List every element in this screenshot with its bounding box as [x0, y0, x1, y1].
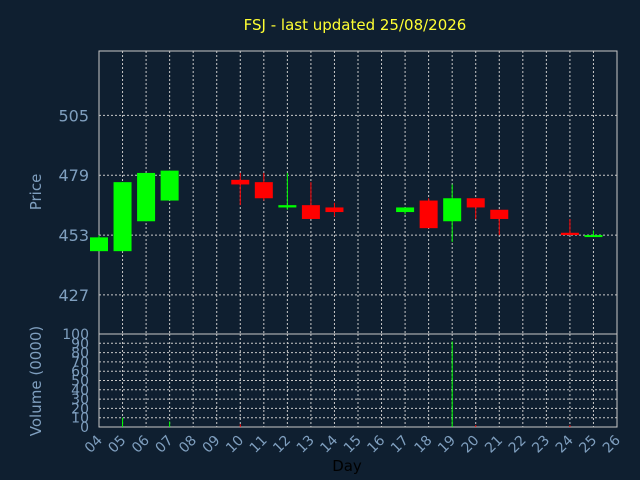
candle-body [325, 207, 344, 213]
chart-title: FSJ - last updated 25/08/2026 [244, 16, 467, 34]
candle-body [278, 205, 297, 208]
candle-body [443, 198, 462, 222]
candle-body [160, 170, 179, 201]
candle-body [396, 207, 415, 213]
x-tick-label: 26 [600, 432, 624, 456]
volume-tick-label: 100 [62, 327, 89, 343]
x-tick-label: 14 [317, 432, 341, 456]
candle-10 [231, 172, 250, 206]
candle-12 [278, 172, 297, 210]
price-panel: 427 453 479 505 [58, 50, 618, 335]
x-tick-label: 08 [176, 433, 200, 457]
candle-21 [490, 209, 509, 236]
x-tick-label: 09 [200, 433, 224, 457]
candle-11 [254, 172, 273, 201]
x-tick-label: 04 [82, 432, 106, 456]
candle-body [254, 182, 273, 199]
volume-tick-label: 0 [80, 420, 89, 436]
price-tick-label: 505 [58, 106, 89, 125]
candle-body [113, 182, 132, 252]
candle-06 [137, 172, 156, 222]
x-tick-label: 23 [529, 433, 553, 457]
candle-body [560, 232, 579, 236]
volume-axis-label: Volume (0000) [27, 326, 45, 436]
candle-14 [325, 202, 344, 217]
x-tick-label: 24 [553, 432, 577, 456]
x-tick-label: 13 [294, 433, 318, 457]
candle-body [137, 172, 156, 222]
x-tick-label: 12 [270, 433, 294, 457]
candle-20 [466, 198, 485, 219]
candle-body [231, 179, 250, 185]
candle-body [584, 235, 603, 238]
candle-04 [90, 235, 108, 252]
volume-tick-label: 30 [71, 392, 89, 408]
x-tick-label: 10 [223, 433, 247, 457]
candle-07 [160, 170, 179, 201]
volume-tick-label: 80 [71, 346, 89, 362]
volume-tick-label: 90 [71, 336, 89, 352]
candle-17 [396, 207, 415, 215]
price-tick-label: 479 [58, 166, 89, 185]
candle-body [490, 209, 509, 219]
x-tick-label: 11 [247, 433, 271, 457]
price-tick-label: 453 [58, 226, 89, 245]
x-tick-label: 22 [506, 433, 530, 457]
candle-25 [584, 230, 603, 238]
x-tick-label: 21 [482, 433, 506, 457]
candle-05 [113, 182, 132, 252]
x-tick-label: 15 [341, 433, 365, 457]
x-tick-label: 20 [459, 433, 483, 457]
candle-body [466, 198, 485, 208]
volume-tick-label: 60 [71, 364, 89, 380]
candle-13 [301, 182, 320, 219]
x-tick-label: 25 [576, 433, 600, 457]
volume-tick-label: 20 [71, 401, 89, 417]
x-tick-label: 06 [129, 432, 153, 456]
x-axis: 04 05 06 07 08 09 10 11 12 13 14 15 16 17 18 19 20 21 22 23… [82, 432, 624, 456]
x-tick-label: 07 [153, 433, 177, 457]
x-tick-label: 19 [435, 433, 459, 457]
candle-24 [560, 218, 579, 236]
x-tick-label: 18 [412, 433, 436, 457]
volume-tick-label: 70 [71, 355, 89, 371]
x-tick-label: 17 [388, 433, 412, 457]
price-axis-label: Price [27, 174, 45, 211]
candle-body [301, 205, 320, 219]
candle-body [90, 237, 108, 252]
candle-body [419, 200, 438, 229]
volume-tick-label: 40 [71, 383, 89, 399]
volume-tick-label: 50 [71, 374, 89, 390]
candle-19 [443, 184, 462, 242]
price-tick-label: 427 [58, 286, 89, 305]
candle-18 [419, 198, 438, 229]
x-axis-label: Day [332, 457, 362, 475]
x-tick-label: 05 [105, 433, 129, 457]
x-tick-label: 16 [364, 432, 388, 456]
volume-tick-label: 10 [71, 411, 89, 427]
